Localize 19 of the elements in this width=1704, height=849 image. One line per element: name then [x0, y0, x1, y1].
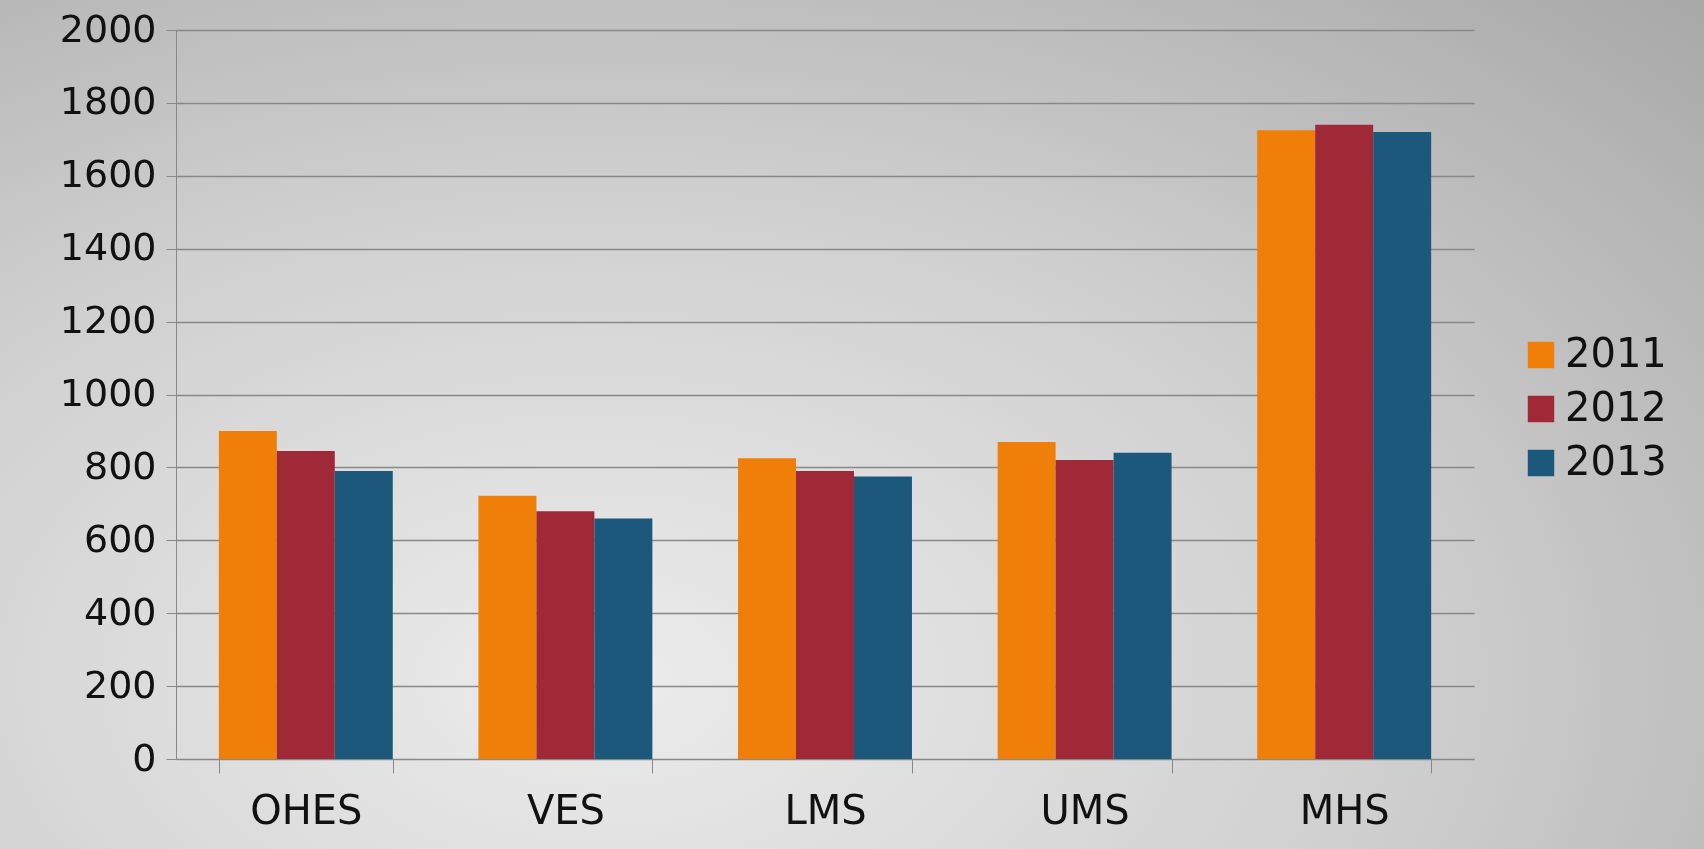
- y-tick-label: 1000: [59, 371, 157, 415]
- x-tick-label: MHS: [1299, 786, 1390, 833]
- legend-label: 2013: [1565, 438, 1667, 484]
- y-tick-label: 1600: [59, 152, 157, 197]
- y-tick-label: 600: [83, 516, 157, 561]
- x-tick-label: LMS: [784, 786, 867, 833]
- y-tick-label: 800: [83, 443, 157, 488]
- legend-label: 2012: [1565, 384, 1667, 430]
- legend-label: 2011: [1565, 330, 1667, 376]
- x-tick-label: OHES: [250, 786, 363, 833]
- y-tick-label: 1800: [59, 79, 157, 124]
- y-tick-label: 2000: [59, 6, 157, 51]
- x-tick-label: VES: [526, 786, 605, 833]
- y-tick-label: 400: [83, 589, 157, 634]
- x-tick-label: UMS: [1040, 786, 1130, 833]
- y-tick-label: 0: [132, 735, 157, 780]
- y-tick-label: 1400: [59, 225, 157, 270]
- y-tick-label: 1200: [59, 298, 157, 343]
- y-tick-label: 200: [83, 662, 157, 707]
